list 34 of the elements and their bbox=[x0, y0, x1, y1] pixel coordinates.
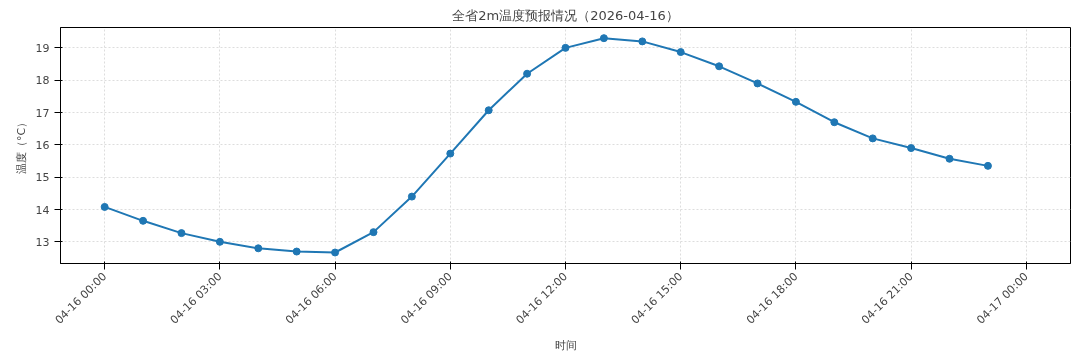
point bbox=[791, 97, 800, 106]
point bbox=[292, 247, 301, 256]
point bbox=[599, 34, 608, 43]
y-tick-label: 15 bbox=[35, 171, 50, 185]
y-tick-label: 17 bbox=[35, 106, 50, 120]
point bbox=[484, 106, 493, 115]
y-axis-title: 温度（°C） bbox=[14, 116, 28, 175]
point bbox=[407, 192, 416, 201]
y-tick-label: 13 bbox=[35, 235, 50, 249]
y-tick-label: 18 bbox=[35, 74, 50, 88]
x-axis-title: 时间 bbox=[554, 339, 577, 353]
point bbox=[983, 161, 992, 170]
point bbox=[715, 62, 724, 71]
point bbox=[139, 216, 148, 225]
point bbox=[331, 248, 340, 257]
point bbox=[215, 237, 224, 246]
point bbox=[177, 229, 186, 238]
point bbox=[753, 79, 762, 88]
point bbox=[830, 118, 839, 127]
point bbox=[676, 48, 685, 57]
y-tick-label: 19 bbox=[35, 41, 50, 55]
point bbox=[868, 134, 877, 143]
point bbox=[100, 202, 109, 211]
point bbox=[638, 37, 647, 46]
point bbox=[907, 144, 916, 153]
point bbox=[446, 149, 455, 158]
y-tick-label: 16 bbox=[35, 138, 50, 152]
y-tick-label: 14 bbox=[35, 203, 50, 217]
point bbox=[945, 154, 954, 163]
point bbox=[254, 244, 263, 253]
point bbox=[523, 69, 532, 78]
point bbox=[369, 228, 378, 237]
point bbox=[561, 43, 570, 52]
chart-title: 全省2m温度预报情况（2026-04-16） bbox=[452, 7, 679, 23]
